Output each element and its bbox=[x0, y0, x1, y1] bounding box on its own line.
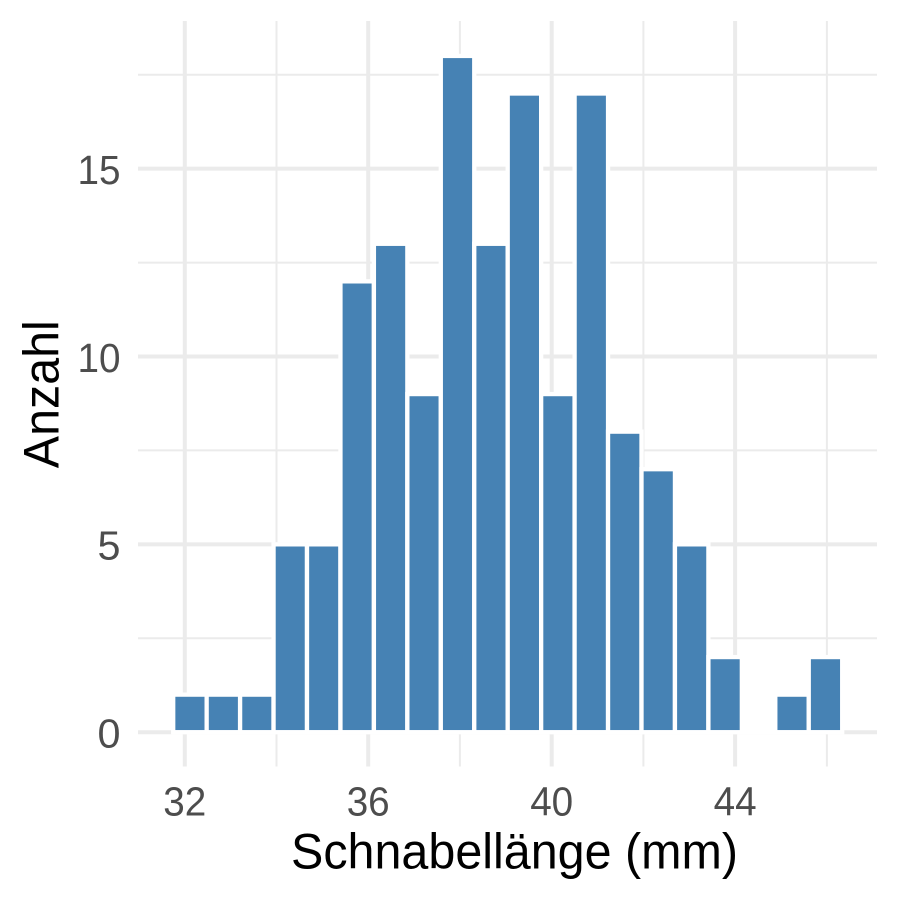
svg-text:40: 40 bbox=[530, 779, 573, 825]
svg-text:32: 32 bbox=[163, 779, 206, 825]
svg-text:15: 15 bbox=[78, 147, 121, 193]
svg-text:Schnabellänge (mm): Schnabellänge (mm) bbox=[291, 824, 738, 880]
svg-text:5: 5 bbox=[98, 523, 121, 569]
svg-text:44: 44 bbox=[714, 779, 757, 825]
svg-text:10: 10 bbox=[78, 335, 121, 381]
svg-text:Anzahl: Anzahl bbox=[14, 320, 70, 468]
svg-text:36: 36 bbox=[347, 779, 390, 825]
svg-text:0: 0 bbox=[98, 711, 121, 757]
